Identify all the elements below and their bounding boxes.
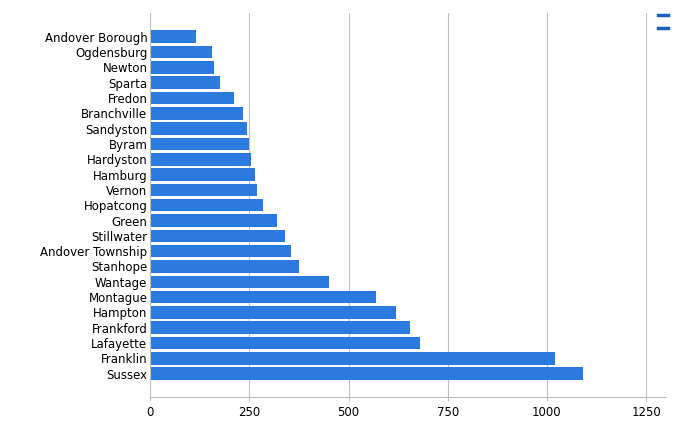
Bar xyxy=(150,107,243,120)
Bar xyxy=(150,229,285,242)
Bar xyxy=(150,291,376,303)
Bar xyxy=(150,184,257,196)
Bar xyxy=(150,352,555,365)
Bar xyxy=(150,306,396,319)
Bar xyxy=(150,168,255,181)
Bar xyxy=(150,321,410,334)
Bar xyxy=(150,61,214,73)
Bar xyxy=(150,122,247,135)
Bar xyxy=(150,92,234,104)
Bar xyxy=(150,367,583,380)
Bar xyxy=(150,199,264,212)
Bar xyxy=(150,260,299,273)
Bar xyxy=(150,245,291,257)
Bar xyxy=(150,337,420,349)
Bar xyxy=(150,46,212,58)
Bar xyxy=(150,30,196,43)
Bar xyxy=(150,276,329,288)
Bar xyxy=(150,153,251,165)
Bar xyxy=(150,214,277,227)
Bar xyxy=(150,138,249,150)
Bar xyxy=(150,76,220,89)
